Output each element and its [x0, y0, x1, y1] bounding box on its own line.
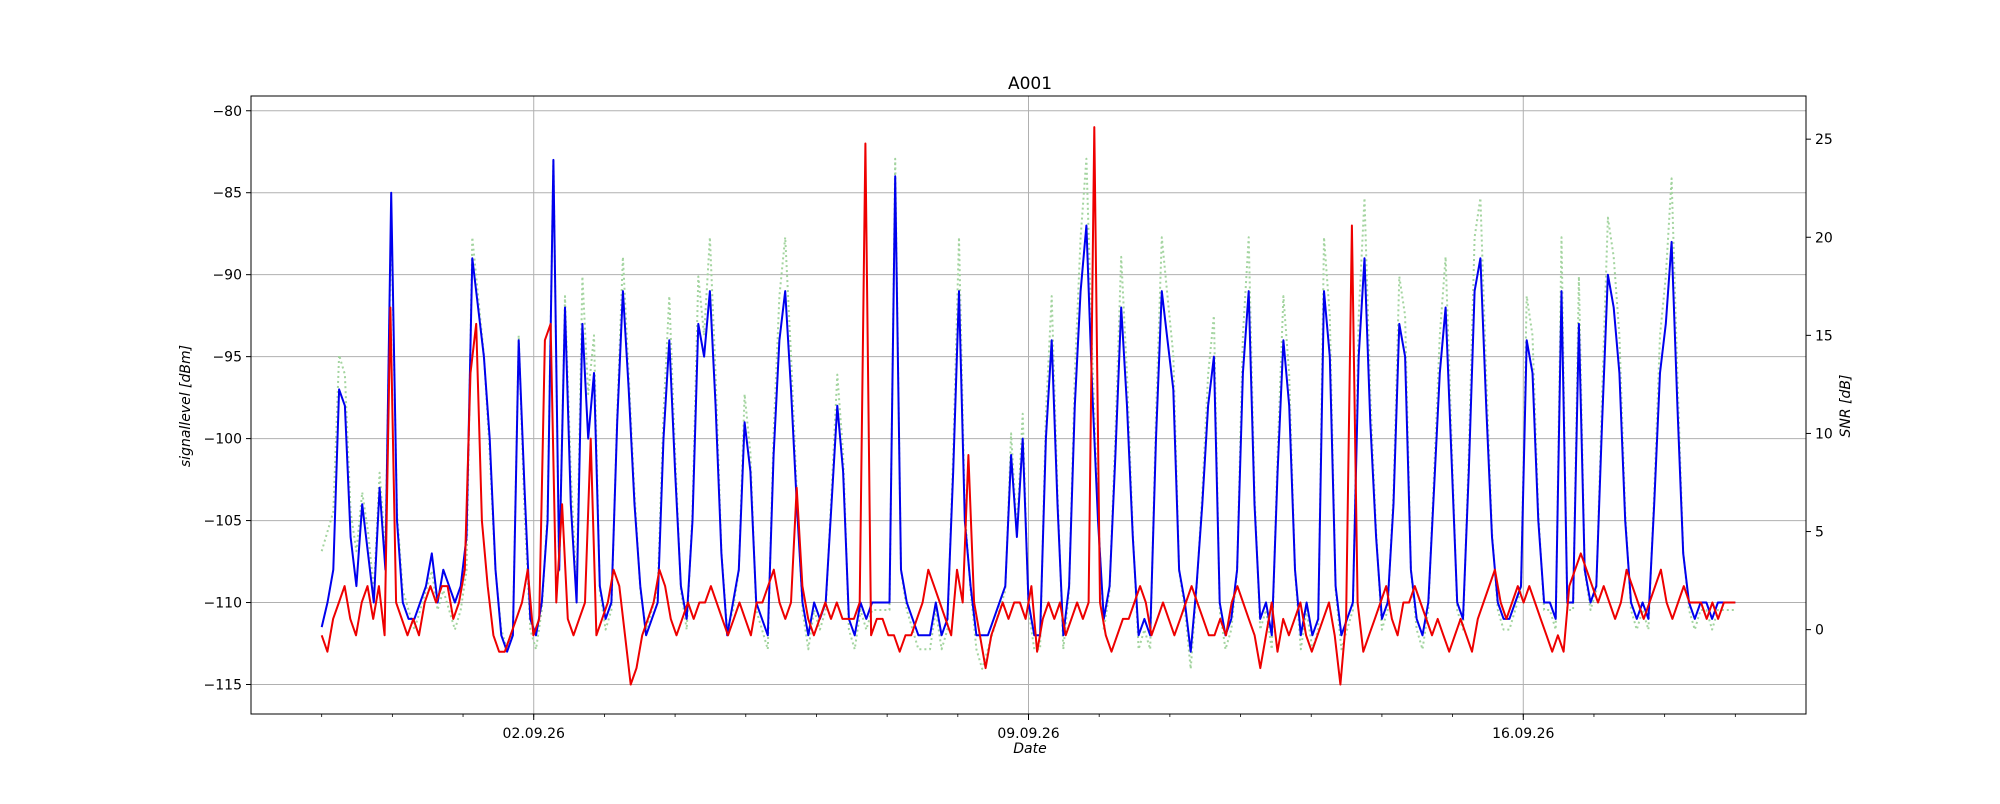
y-right-tick-label: 0	[1815, 623, 1824, 639]
x-tick-label: 02.09.26	[503, 726, 565, 742]
y-axis-right-label: SNR [dB]	[1838, 375, 1854, 438]
y-right-tick-label: 5	[1815, 525, 1824, 541]
axes: −80 −85 −90 −95 −100 −105 −110 −115 0 5 10 15 20 25 02…	[204, 95, 1833, 742]
y-left-tick-label: −115	[204, 677, 242, 693]
y-right-tick-label: 10	[1815, 426, 1833, 442]
chart-title: A001	[1008, 74, 1052, 94]
plot-area	[320, 126, 1736, 686]
plot-frame	[250, 95, 1807, 715]
y-axis-left-label: signallevel [dBm]	[178, 345, 194, 467]
x-tick-label: 09.09.26	[997, 726, 1059, 742]
y-left-tick-label: −90	[212, 268, 242, 284]
y-left-tick-label: −110	[204, 596, 242, 612]
grid	[251, 96, 1806, 714]
x-tick-label: 16.09.26	[1492, 726, 1554, 742]
y-left-tick-label: −95	[212, 350, 242, 366]
series-line-1	[320, 126, 1736, 686]
y-right-tick-label: 25	[1815, 132, 1833, 148]
y-left-tick-label: −85	[212, 186, 242, 202]
y-left-tick-label: −105	[204, 514, 242, 530]
x-axis-label: Date	[1013, 741, 1046, 757]
y-left-tick-label: −80	[212, 104, 242, 120]
y-left-tick-label: −100	[204, 432, 242, 448]
y-right-tick-label: 20	[1815, 230, 1833, 246]
y-right-tick-label: 15	[1815, 328, 1833, 344]
